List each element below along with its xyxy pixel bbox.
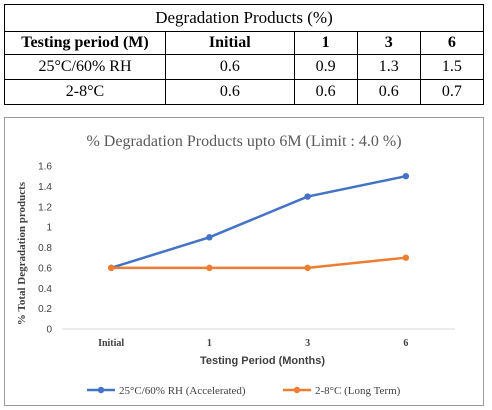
table-cell: 1.3	[356, 54, 421, 80]
table-cell: 0.6	[293, 79, 358, 105]
y-tick-label: 0.6	[38, 263, 52, 274]
table-cell: 1.5	[419, 54, 485, 80]
y-tick-label: 0.4	[38, 284, 52, 295]
y-tick-label: 1	[46, 223, 52, 234]
table-cell: 0.6	[356, 79, 421, 105]
header-initial: Initial	[165, 31, 295, 55]
y-tick-label: 0.8	[38, 243, 52, 254]
data-point-marker	[304, 193, 311, 200]
header-month-1: 1	[293, 31, 358, 55]
data-point-marker	[107, 264, 115, 272]
header-month-6: 6	[419, 31, 485, 55]
table-cell: 0.7	[419, 79, 485, 105]
legend-label-0: 25°C/60% RH (Accelerated)	[119, 385, 246, 397]
legend-marker-1	[293, 386, 301, 394]
row-label: 25°C/60% RH	[4, 54, 166, 80]
table-cell: 0.6	[165, 54, 295, 80]
data-point-marker	[402, 172, 410, 180]
x-tick-label: 3	[305, 338, 310, 349]
data-point-marker	[206, 264, 213, 272]
series-line-1	[111, 256, 407, 270]
series-line-0	[110, 174, 407, 270]
legend-marker-0	[97, 386, 105, 394]
y-tick-label: 0	[46, 325, 52, 336]
table-row: 2-8°C 0.6 0.6 0.6 0.7	[4, 79, 485, 105]
table-cell: 0.6	[165, 79, 295, 105]
x-tick-label: 6	[403, 338, 408, 349]
y-tick-label: 1.4	[38, 182, 52, 193]
y-tick-label: 1.2	[38, 202, 52, 213]
table-row: 25°C/60% RH 0.6 0.9 1.3 1.5	[4, 54, 485, 80]
degradation-table: Degradation Products (%) Testing period …	[4, 4, 485, 105]
chart-title: % Degradation Products upto 6M (Limit : …	[86, 133, 401, 150]
header-testing-period: Testing period (M)	[4, 31, 166, 55]
y-tick-label: 1.6	[38, 162, 52, 173]
chart-area: % Degradation Products upto 6M (Limit : …	[4, 117, 484, 406]
row-label: 2-8°C	[4, 79, 166, 105]
table-title: Degradation Products (%)	[4, 4, 484, 32]
legend-label-1: 2-8°C (Long Term)	[315, 385, 401, 397]
table-cell: 0.9	[293, 54, 358, 80]
y-axis-title: % Total Degradation products	[16, 181, 28, 325]
data-point-marker	[304, 264, 311, 272]
data-point-marker	[402, 254, 410, 261]
x-tick-label: Initial	[98, 338, 124, 349]
x-axis-title: Testing Period (Months)	[200, 355, 325, 367]
x-tick-label: 1	[207, 338, 212, 349]
header-month-3: 3	[356, 31, 421, 55]
y-tick-label: 0.2	[38, 304, 52, 315]
line-chart: % Degradation Products upto 6M (Limit : …	[16, 133, 455, 397]
data-point-marker	[206, 234, 213, 241]
